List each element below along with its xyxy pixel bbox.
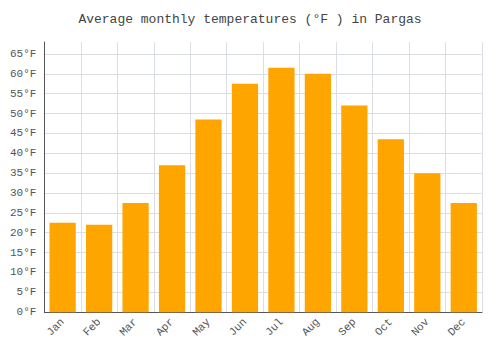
svg-text:55°F: 55°F bbox=[10, 88, 36, 100]
svg-text:50°F: 50°F bbox=[10, 108, 36, 120]
svg-text:May: May bbox=[190, 316, 213, 339]
svg-text:60°F: 60°F bbox=[10, 68, 36, 80]
svg-text:0°F: 0°F bbox=[17, 306, 37, 318]
svg-text:Jun: Jun bbox=[227, 316, 249, 338]
svg-text:35°F: 35°F bbox=[10, 167, 36, 179]
svg-text:15°F: 15°F bbox=[10, 247, 36, 259]
svg-text:5°F: 5°F bbox=[17, 286, 37, 298]
svg-text:Feb: Feb bbox=[81, 316, 103, 338]
svg-text:Dec: Dec bbox=[446, 316, 468, 338]
svg-text:Sep: Sep bbox=[336, 316, 358, 338]
svg-text:Apr: Apr bbox=[154, 316, 176, 338]
svg-text:25°F: 25°F bbox=[10, 207, 36, 219]
svg-text:Jan: Jan bbox=[44, 316, 66, 338]
svg-text:10°F: 10°F bbox=[10, 266, 36, 278]
svg-text:Average monthly temperatures (: Average monthly temperatures (°F ) in Pa… bbox=[78, 12, 421, 27]
svg-text:Nov: Nov bbox=[409, 316, 432, 339]
svg-text:45°F: 45°F bbox=[10, 127, 36, 139]
svg-text:Mar: Mar bbox=[117, 316, 139, 338]
svg-text:20°F: 20°F bbox=[10, 227, 36, 239]
svg-text:Oct: Oct bbox=[373, 316, 395, 338]
svg-text:Aug: Aug bbox=[300, 316, 322, 338]
svg-text:65°F: 65°F bbox=[10, 48, 36, 60]
svg-text:30°F: 30°F bbox=[10, 187, 36, 199]
svg-text:Jul: Jul bbox=[263, 316, 285, 338]
svg-text:40°F: 40°F bbox=[10, 147, 36, 159]
